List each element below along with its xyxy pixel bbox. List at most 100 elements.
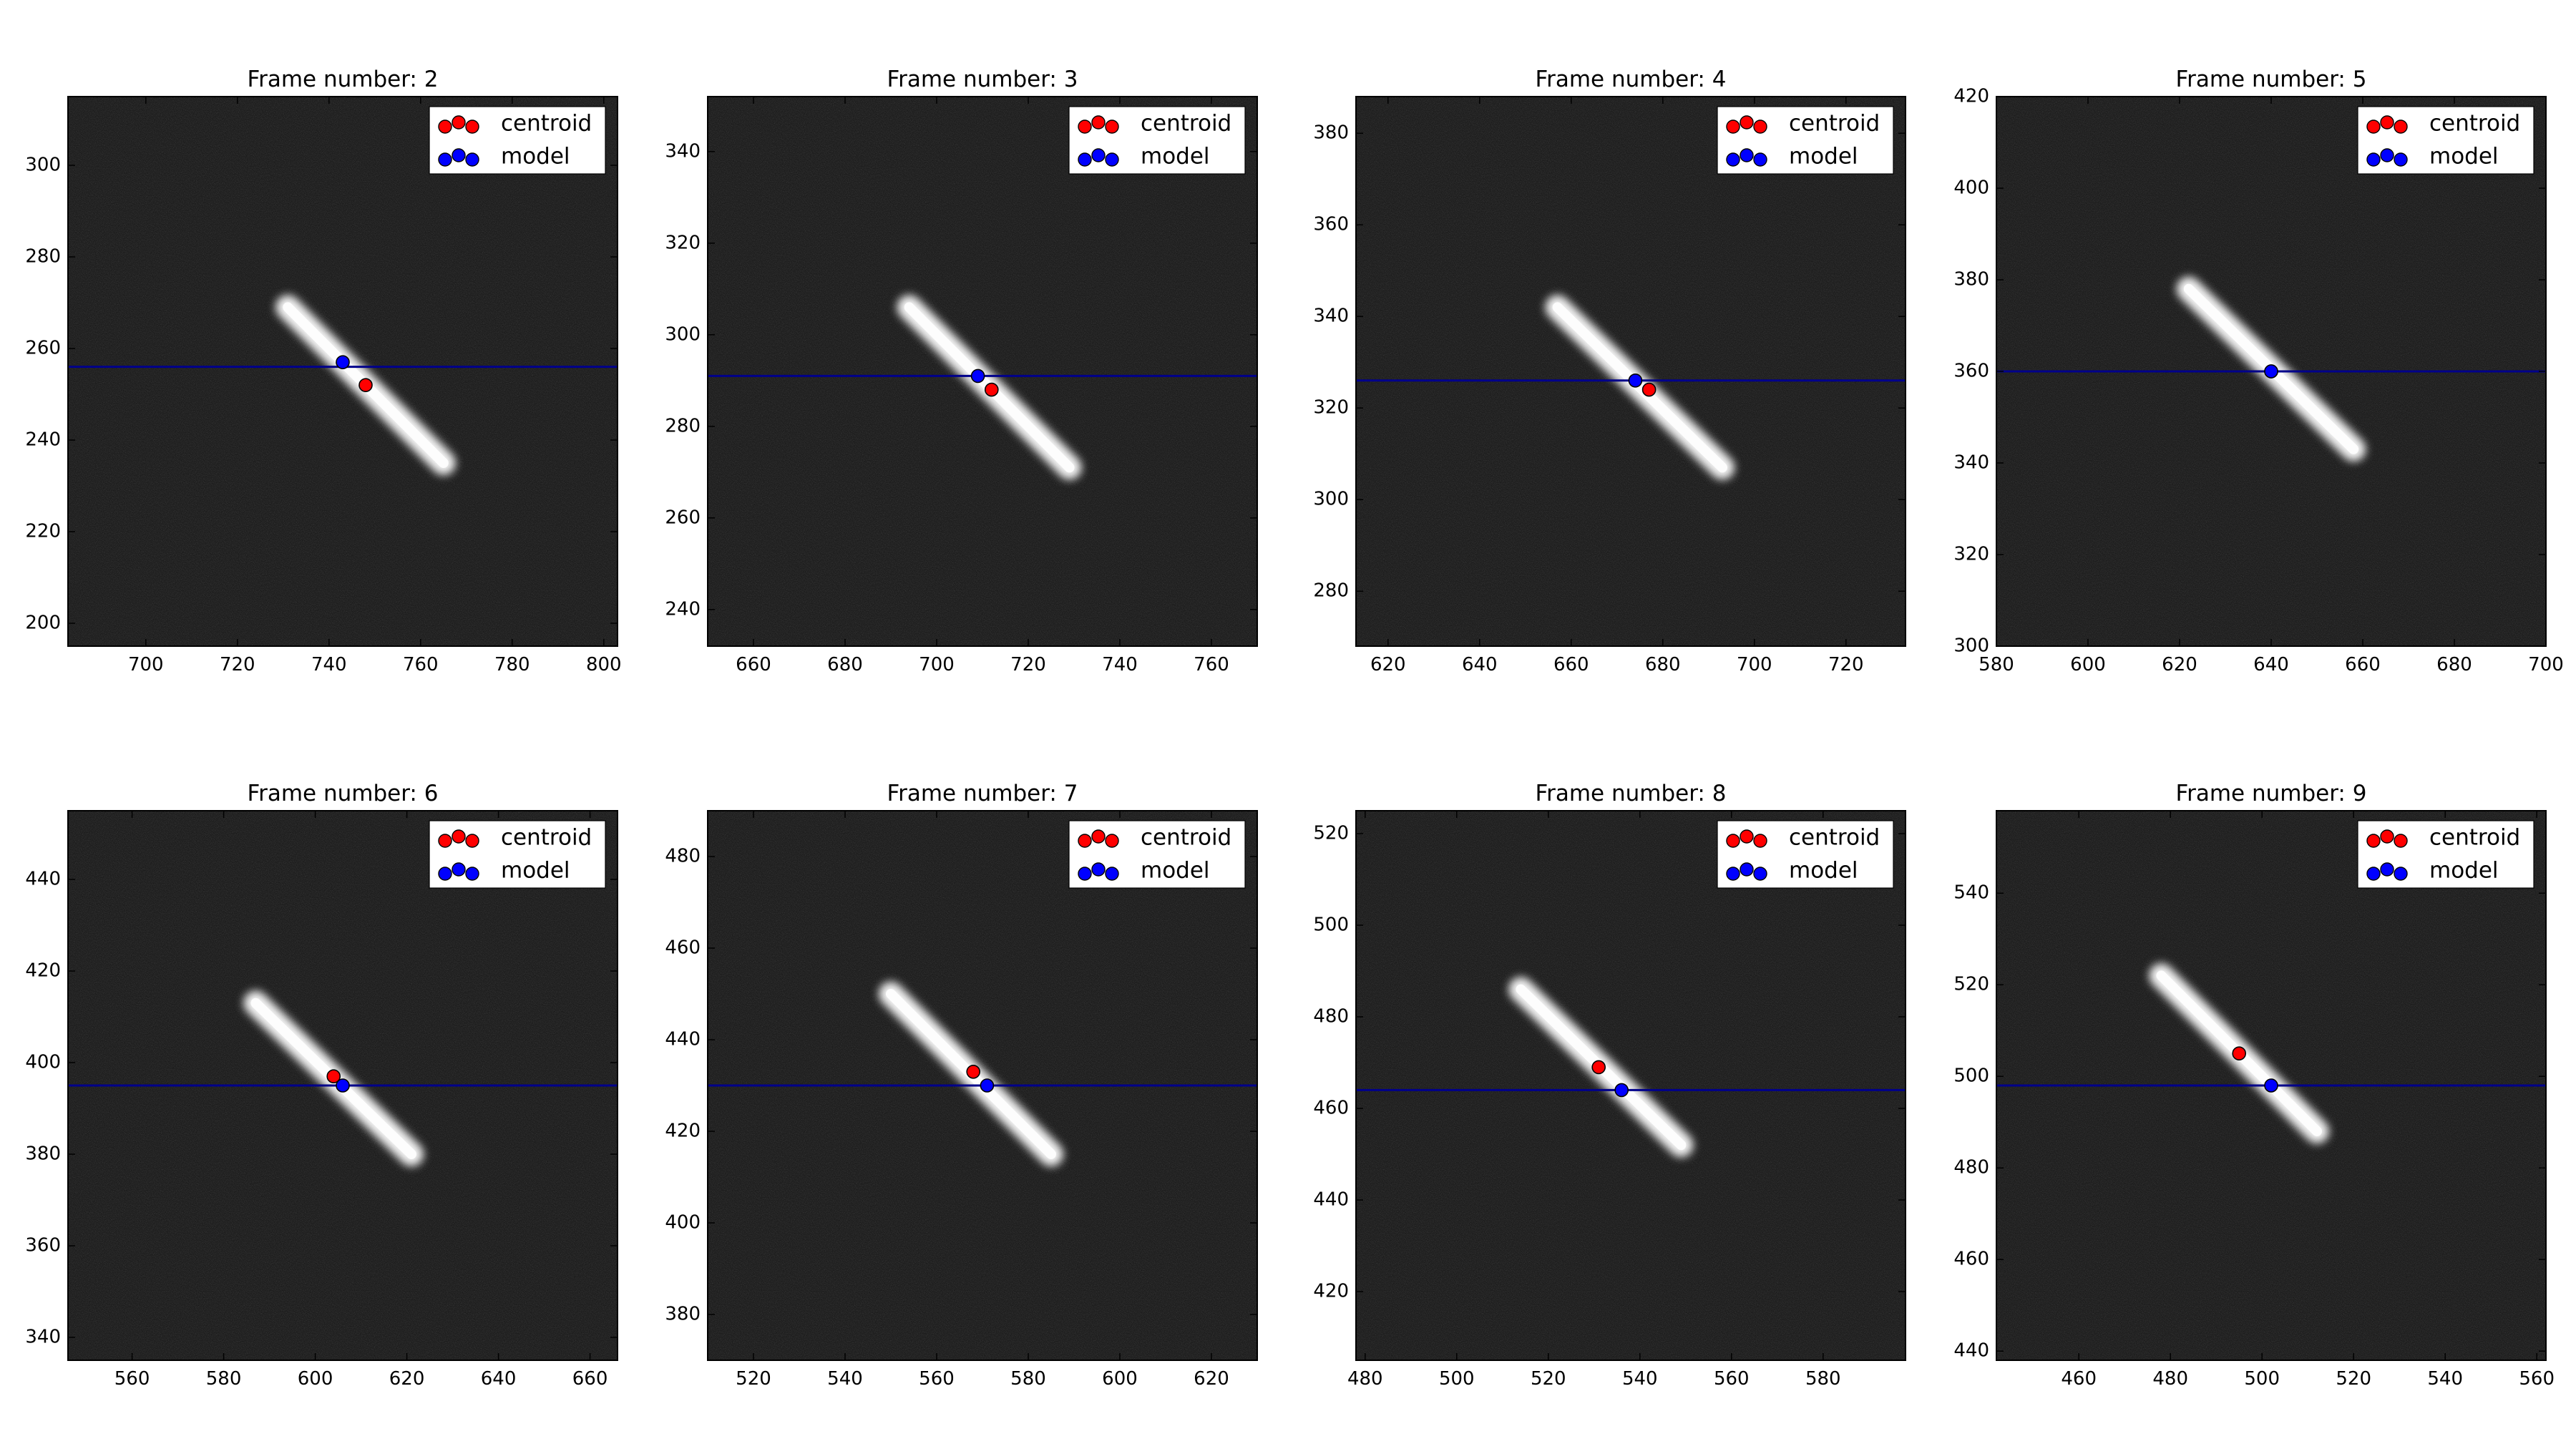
legend: centroid model bbox=[429, 820, 606, 889]
legend-label: model bbox=[1141, 858, 1210, 884]
x-tick-label: 460 bbox=[2061, 1368, 2097, 1390]
plot-area bbox=[708, 97, 1257, 646]
legend-marker bbox=[438, 834, 452, 848]
y-tick-label: 220 bbox=[25, 521, 61, 542]
legend-marker bbox=[465, 867, 479, 881]
legend-marker bbox=[1726, 834, 1740, 848]
chart-panel-3: Frame number: 4 620 640 660 680 700 720 280 300 3… bbox=[1313, 67, 1906, 675]
legend-marker bbox=[2366, 834, 2381, 848]
chart-title: Frame number: 9 bbox=[2176, 781, 2367, 806]
x-tick-label: 560 bbox=[114, 1368, 150, 1390]
plot-area bbox=[68, 811, 618, 1360]
legend-marker bbox=[1091, 829, 1106, 844]
plot-frame bbox=[1996, 810, 2547, 1361]
legend-marker bbox=[1753, 834, 1767, 848]
legend-marker bbox=[438, 867, 452, 881]
y-tick-label: 520 bbox=[1953, 974, 1989, 995]
legend-label: model bbox=[501, 858, 570, 884]
chart-panel-8: Frame number: 9 460 480 500 520 540 560 440 460 4… bbox=[1953, 781, 2555, 1390]
legend-marker bbox=[438, 152, 452, 167]
y-tick-label: 240 bbox=[665, 598, 701, 620]
chart-title: Frame number: 4 bbox=[1536, 67, 1727, 92]
plot-frame bbox=[707, 96, 1258, 647]
centroid-marker bbox=[2232, 1046, 2246, 1060]
legend-marker bbox=[465, 834, 479, 848]
model-marker bbox=[1614, 1083, 1629, 1098]
legend-marker bbox=[1726, 119, 1740, 134]
x-tick-label: 580 bbox=[1805, 1368, 1841, 1390]
x-tick-label: 480 bbox=[2152, 1368, 2188, 1390]
x-tick-label: 720 bbox=[1010, 654, 1046, 675]
y-tick-label: 300 bbox=[1953, 635, 1989, 657]
streak-core bbox=[1552, 302, 1727, 473]
x-tick-label: 760 bbox=[403, 654, 439, 675]
y-tick-label: 340 bbox=[25, 1327, 61, 1348]
legend-marker bbox=[1726, 867, 1740, 881]
y-tick-label: 400 bbox=[665, 1212, 701, 1234]
model-marker bbox=[970, 369, 985, 384]
centroid-marker bbox=[326, 1069, 341, 1083]
x-tick-label: 740 bbox=[1102, 654, 1138, 675]
centroid-marker bbox=[1641, 382, 1657, 397]
legend-marker bbox=[2380, 148, 2394, 162]
x-tick-label: 520 bbox=[2336, 1368, 2371, 1390]
chart-panel-4: Frame number: 5 580 600 620 640 660 680 700 300 3… bbox=[1953, 67, 2563, 675]
y-tick-label: 480 bbox=[1313, 1006, 1349, 1028]
legend-marker bbox=[1078, 867, 1092, 881]
legend-label: model bbox=[2429, 858, 2499, 884]
legend-marker bbox=[1105, 152, 1119, 167]
legend-marker bbox=[1091, 862, 1106, 877]
legend-marker bbox=[1078, 834, 1092, 848]
x-tick-label: 520 bbox=[736, 1368, 771, 1390]
chart-title: Frame number: 5 bbox=[2176, 67, 2367, 92]
y-tick-label: 460 bbox=[1953, 1249, 1989, 1270]
x-tick-label: 580 bbox=[1010, 1368, 1046, 1390]
legend: centroid model bbox=[2357, 106, 2534, 175]
x-tick-label: 600 bbox=[298, 1368, 333, 1390]
plot-frame bbox=[1355, 810, 1906, 1361]
x-tick-label: 560 bbox=[1714, 1368, 1750, 1390]
plot-frame bbox=[67, 96, 618, 647]
x-tick-label: 700 bbox=[2528, 654, 2564, 675]
x-tick-label: 640 bbox=[481, 1368, 517, 1390]
y-tick-label: 240 bbox=[25, 429, 61, 451]
chart-panel-7: Frame number: 8 480 500 520 540 560 580 420 440 4… bbox=[1313, 781, 1906, 1390]
centroid-marker bbox=[358, 378, 373, 393]
plot-area bbox=[708, 811, 1257, 1360]
x-tick-label: 620 bbox=[1370, 654, 1406, 675]
x-tick-label: 720 bbox=[1828, 654, 1864, 675]
legend-marker bbox=[452, 829, 466, 844]
x-tick-label: 760 bbox=[1194, 654, 1229, 675]
legend-marker bbox=[2394, 152, 2408, 167]
legend-marker bbox=[452, 862, 466, 877]
legend-marker bbox=[1740, 148, 1754, 162]
plot-area bbox=[1996, 97, 2546, 646]
y-tick-label: 340 bbox=[1313, 306, 1349, 327]
model-marker bbox=[1628, 373, 1643, 388]
centroid-marker bbox=[966, 1065, 980, 1079]
x-tick-label: 680 bbox=[827, 654, 863, 675]
x-tick-label: 660 bbox=[2345, 654, 2381, 675]
legend-label: centroid bbox=[1141, 825, 1231, 851]
y-tick-label: 440 bbox=[1953, 1340, 1989, 1362]
x-tick-label: 480 bbox=[1347, 1368, 1383, 1390]
x-tick-label: 580 bbox=[206, 1368, 242, 1390]
y-tick-label: 480 bbox=[665, 846, 701, 867]
y-tick-label: 500 bbox=[1953, 1065, 1989, 1087]
legend-label: centroid bbox=[1141, 111, 1231, 137]
legend-marker bbox=[1753, 152, 1767, 167]
legend-marker bbox=[452, 148, 466, 162]
legend-marker bbox=[2380, 862, 2394, 877]
y-tick-label: 320 bbox=[1953, 544, 1989, 565]
y-tick-label: 380 bbox=[25, 1143, 61, 1165]
x-tick-label: 720 bbox=[220, 654, 255, 675]
legend-marker bbox=[465, 152, 479, 167]
legend-marker bbox=[465, 119, 479, 134]
x-tick-label: 700 bbox=[919, 654, 955, 675]
legend: centroid model bbox=[1717, 106, 1894, 175]
model-marker bbox=[336, 1078, 350, 1093]
x-tick-label: 600 bbox=[2070, 654, 2106, 675]
plot-area bbox=[68, 97, 618, 646]
y-tick-label: 380 bbox=[1953, 269, 1989, 291]
y-tick-label: 320 bbox=[665, 232, 701, 253]
